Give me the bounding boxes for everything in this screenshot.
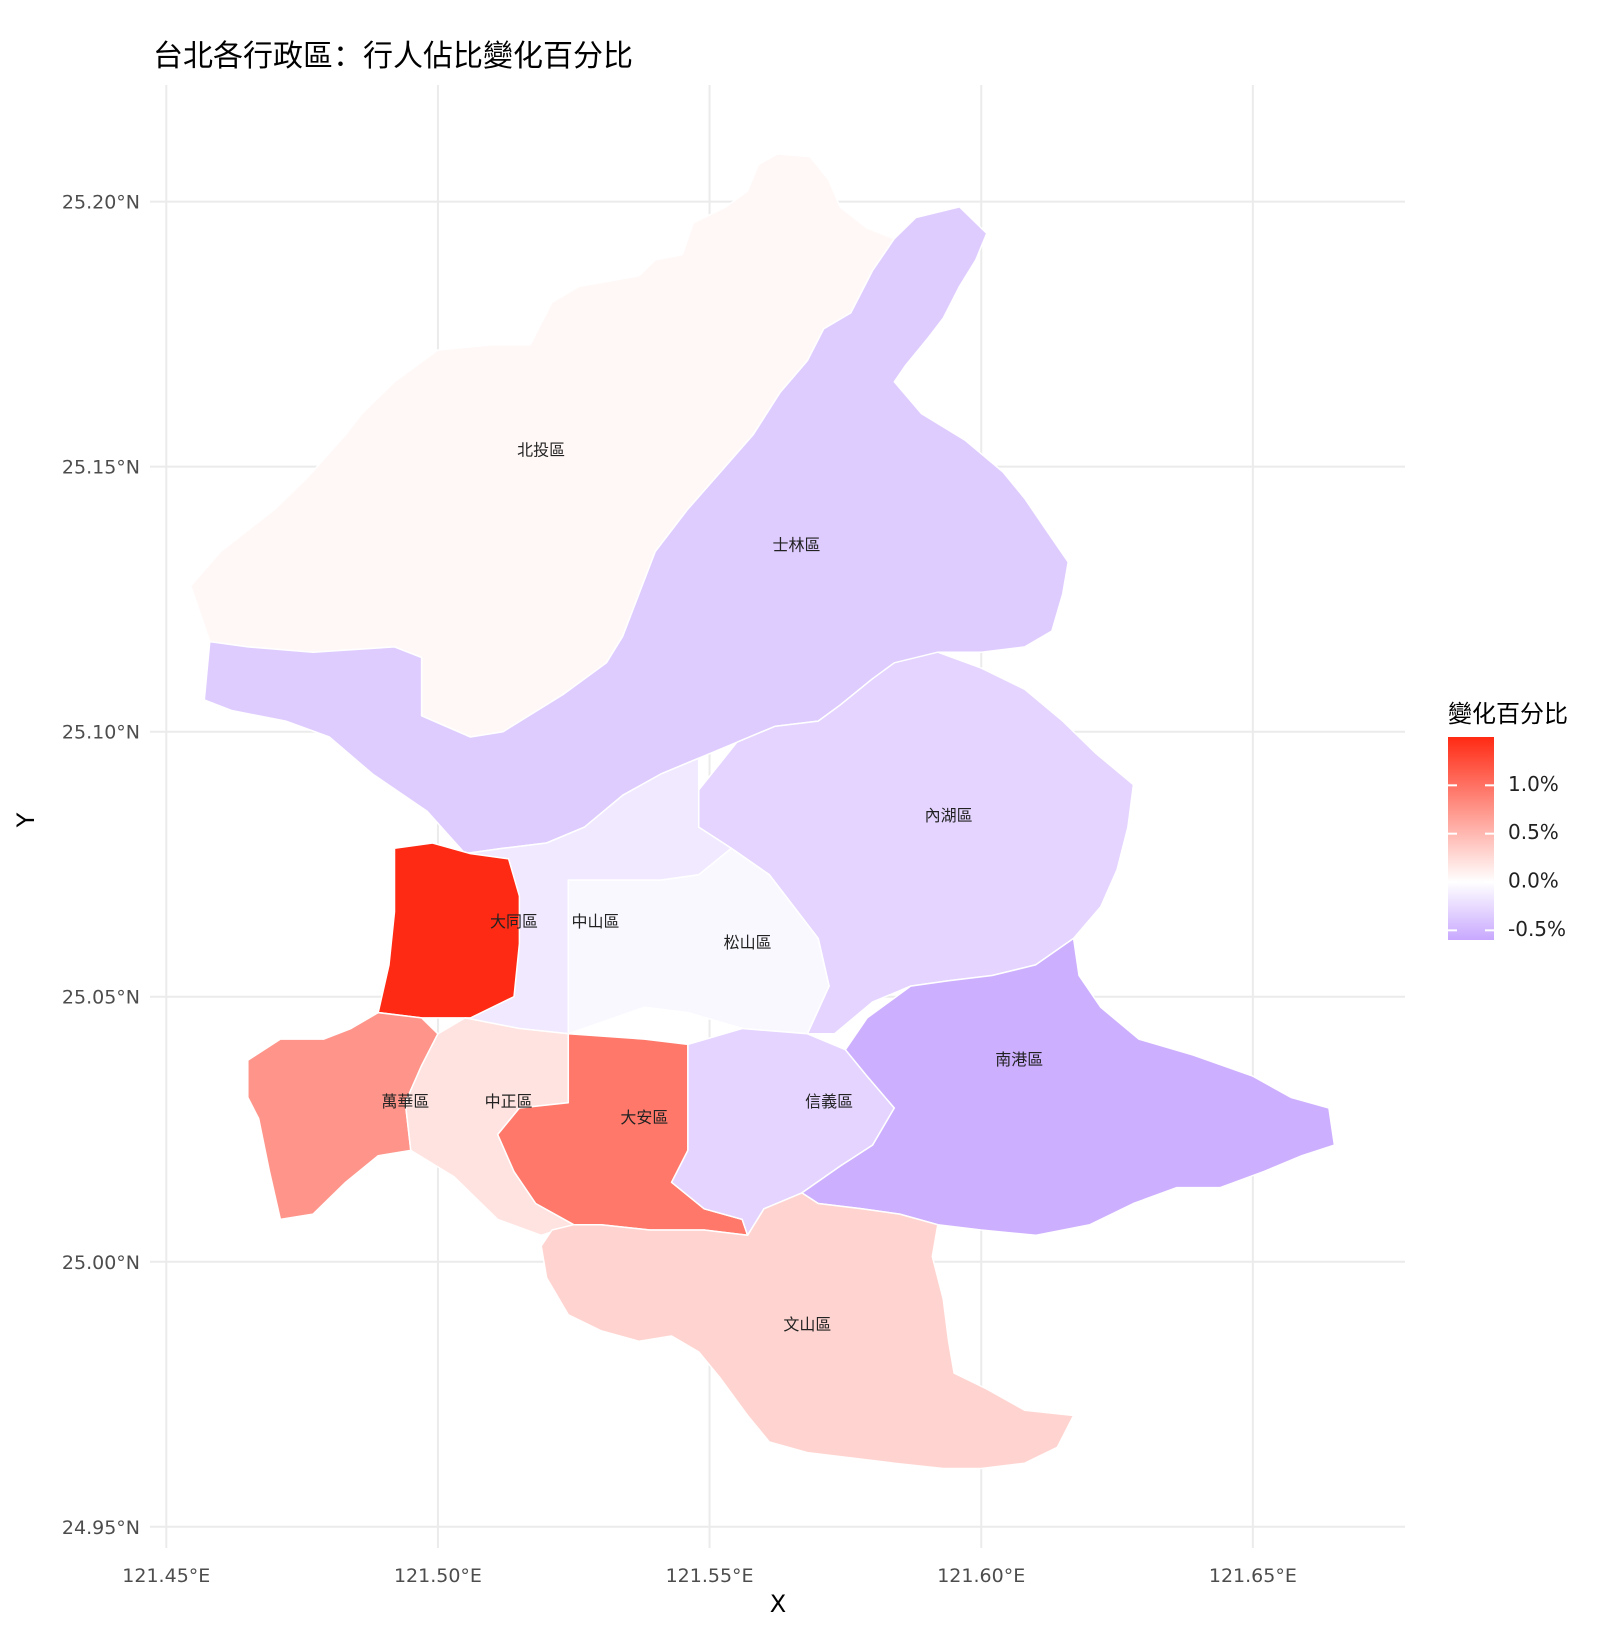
district-大同區: [377, 842, 521, 1019]
district-松山區: [567, 847, 830, 1035]
y-tick-label: 25.05°N: [62, 987, 140, 1009]
district-label: 大安區: [620, 1108, 668, 1127]
district-label: 內湖區: [925, 806, 973, 825]
district-內湖區: [697, 651, 1135, 1035]
district-label: 松山區: [724, 933, 772, 952]
legend-break-label: -0.5%: [1508, 917, 1566, 941]
district-label: 士林區: [773, 536, 821, 555]
x-tick-label: 121.50°E: [394, 1565, 482, 1587]
x-tick-label: 121.60°E: [937, 1565, 1025, 1587]
district-label: 南港區: [995, 1050, 1043, 1069]
color-legend: 變化百分比 1.0% 0.5% 0.0% -0.5%: [1448, 700, 1568, 941]
y-tick-label: 25.15°N: [62, 457, 140, 479]
y-axis-title: Y: [12, 812, 40, 828]
legend-break-label: 1.0%: [1508, 772, 1559, 796]
district-label: 中山區: [571, 912, 619, 931]
x-tick-label: 121.45°E: [122, 1565, 210, 1587]
district-polygons: [189, 153, 1336, 1470]
y-axis-ticks: 25.20°N 25.15°N 25.10°N 25.05°N 25.00°N 24.95…: [62, 192, 140, 1539]
legend-colorbar: [1448, 737, 1494, 940]
district-label: 中正區: [485, 1092, 533, 1111]
y-tick-label: 24.95°N: [62, 1517, 140, 1539]
legend-break-label: 0.0%: [1508, 869, 1559, 893]
y-tick-label: 25.10°N: [62, 722, 140, 744]
district-文山區: [540, 1192, 1075, 1470]
x-axis-title: X: [770, 1590, 786, 1618]
x-tick-label: 121.65°E: [1209, 1565, 1297, 1587]
x-tick-label: 121.55°E: [666, 1565, 754, 1587]
district-label: 信義區: [805, 1092, 853, 1111]
y-tick-label: 25.20°N: [62, 192, 140, 214]
y-tick-label: 25.00°N: [62, 1252, 140, 1274]
x-axis-ticks: 121.45°E 121.50°E 121.55°E 121.60°E 121.65°E: [122, 1565, 1297, 1587]
legend-title: 變化百分比: [1448, 700, 1568, 728]
legend-break-label: 0.5%: [1508, 820, 1559, 844]
district-label: 大同區: [490, 912, 538, 931]
district-label: 文山區: [783, 1315, 831, 1334]
district-label: 北投區: [517, 440, 565, 459]
district-label: 萬華區: [381, 1092, 429, 1111]
plot-title: 台北各行政區：行人佔比變化百分比: [153, 39, 633, 74]
